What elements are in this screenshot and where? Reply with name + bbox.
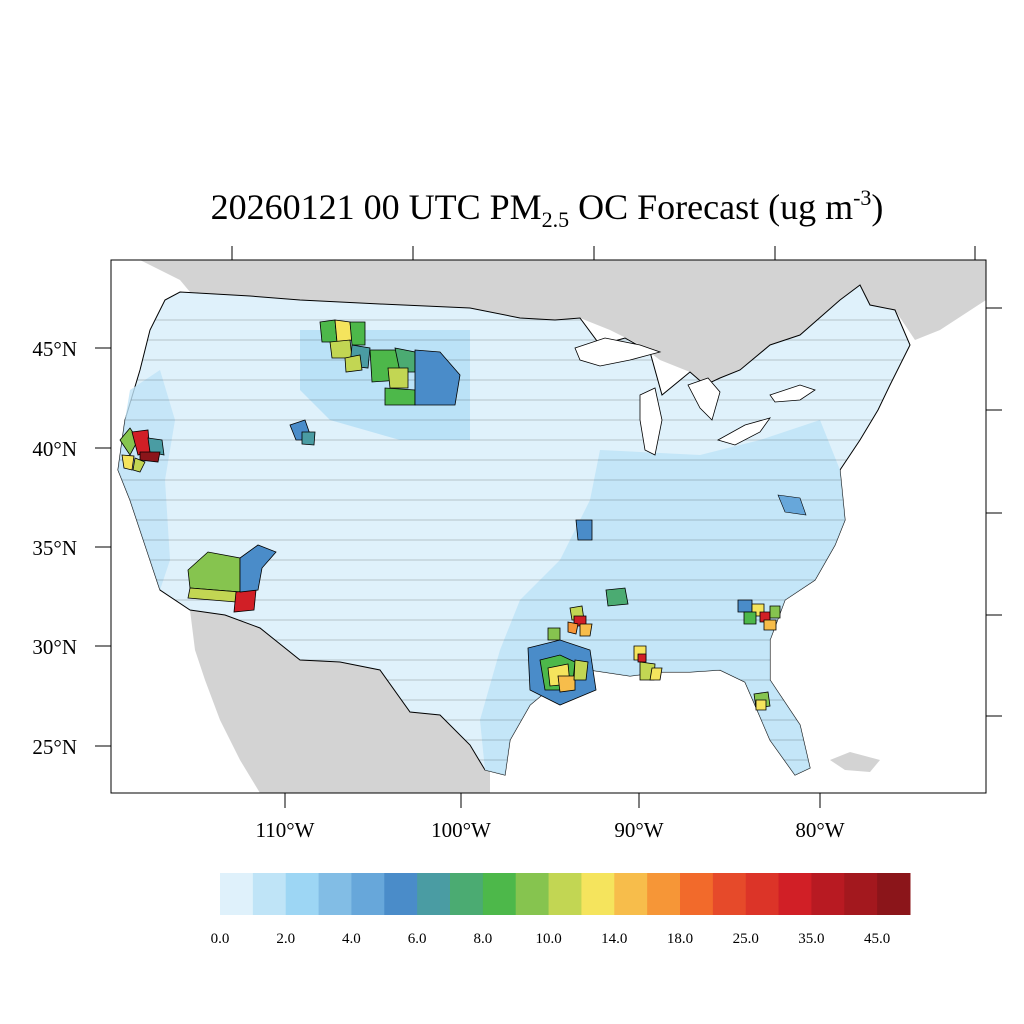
bottom-ticks: [284, 793, 821, 808]
colorbar-swatch: [417, 873, 451, 915]
colorbar-swatch: [384, 873, 418, 915]
colorbar-tick-label: 45.0: [864, 931, 890, 947]
colorbar: [220, 873, 911, 915]
colorbar-tick-label: 2.0: [276, 931, 295, 947]
colorbar-tick-label: 8.0: [473, 931, 492, 947]
lon-label-90: 90°W: [614, 818, 663, 842]
lat-label-30: 30°N: [32, 635, 77, 659]
colorbar-swatch: [220, 873, 254, 915]
colorbar-tick-label: 25.0: [733, 931, 759, 947]
hotspot-arizona: [187, 544, 277, 613]
colorbar-swatch: [745, 873, 780, 915]
page-title: 20260121 00 UTC PM2.5 OC Forecast (ug m-…: [211, 185, 884, 232]
colorbar-swatch: [581, 873, 615, 915]
lat-label-40: 40°N: [32, 437, 77, 461]
colorbar-swatch: [680, 873, 714, 915]
colorbar-swatch: [548, 873, 582, 915]
hotspot-georgia-carolinas: [737, 599, 781, 631]
colorbar-tick-label: 4.0: [342, 931, 361, 947]
colorbar-swatch: [614, 873, 648, 915]
right-ticks: [986, 307, 1002, 717]
latitude-labels: 45°N 40°N 35°N 30°N 25°N: [32, 337, 77, 759]
hotspot-florida: [753, 691, 771, 711]
lat-label-45: 45°N: [32, 337, 77, 361]
hotspot-n-california: [119, 427, 165, 473]
hotspot-texas-louisiana: [527, 605, 597, 706]
colorbar-swatch: [647, 873, 681, 915]
hotspot-virginia: [777, 494, 807, 516]
longitude-labels: 110°W 100°W 90°W 80°W: [256, 818, 845, 842]
colorbar-swatch: [712, 873, 747, 915]
colorbar-tick-label: 35.0: [798, 931, 824, 947]
colorbar-swatch: [811, 873, 845, 915]
colorbar-swatch: [351, 873, 385, 915]
colorbar-swatch: [450, 873, 484, 915]
mexico-land: [190, 610, 490, 793]
colorbar-tick-label: 6.0: [408, 931, 427, 947]
map-frame: [110, 259, 987, 794]
colorbar-swatch: [482, 873, 517, 915]
colorbar-swatch: [515, 873, 550, 915]
great-lakes: [574, 337, 816, 456]
left-ticks: [95, 347, 111, 747]
colorbar-swatch: [877, 873, 911, 915]
colorbar-swatch: [844, 873, 878, 915]
colorbar-swatch: [252, 873, 287, 915]
colorbar-tick-label: 14.0: [601, 931, 627, 947]
hotspot-idaho-wyoming: [289, 419, 316, 446]
canada-land: [140, 260, 986, 385]
colorbar-swatch: [318, 873, 352, 915]
lon-label-100: 100°W: [431, 818, 491, 842]
lon-label-110: 110°W: [256, 818, 315, 842]
colorbar-tick-label: 18.0: [667, 931, 693, 947]
map-area: [111, 260, 986, 793]
lat-label-25: 25°N: [32, 735, 77, 759]
colorbar-swatch: [285, 873, 320, 915]
colorbar-labels: 0.0 2.0 4.0 6.0 8.0 10.0 14.0 18.0 25.0 35.0 45.0: [211, 931, 891, 947]
top-ticks: [231, 246, 976, 260]
hotspot-montana-dakotas: [319, 319, 461, 406]
colorbar-tick-label: 0.0: [211, 931, 230, 947]
lon-label-80: 80°W: [795, 818, 844, 842]
region-east-tint: [480, 420, 845, 775]
hotspot-mississippi: [575, 519, 663, 681]
colorbar-tick-label: 10.0: [535, 931, 561, 947]
lat-label-35: 35°N: [32, 536, 77, 560]
colorbar-swatch: [778, 873, 812, 915]
cuba-land: [830, 752, 880, 772]
